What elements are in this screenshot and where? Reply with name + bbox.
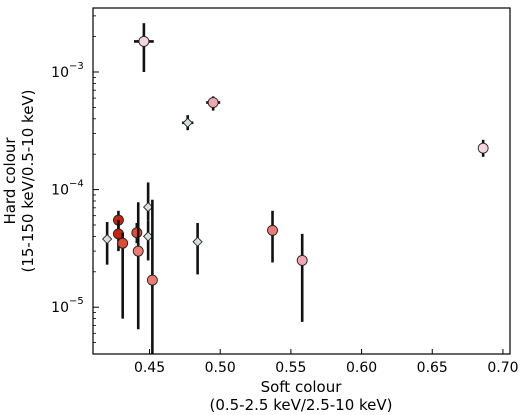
- data-point: [182, 115, 194, 131]
- y-tick-label: 10: [51, 183, 69, 199]
- circle-marker: [131, 227, 143, 239]
- circle-marker: [138, 35, 150, 47]
- x-axis-label-line-2: (0.5-2.5 keV/2.5-10 keV): [209, 396, 392, 414]
- data-point: [192, 222, 203, 275]
- data-point: [132, 202, 144, 330]
- circle-marker: [296, 254, 308, 266]
- x-tick-label: 0.55: [275, 360, 306, 376]
- x-tick-label: 0.45: [134, 360, 165, 376]
- circle-marker: [146, 274, 158, 286]
- y-tick-exponent: −5: [69, 296, 84, 307]
- y-tick-label: 10: [51, 300, 69, 316]
- data-point: [133, 23, 154, 72]
- circle-marker: [132, 245, 144, 257]
- x-tick-label: 0.50: [205, 360, 236, 376]
- diamond-marker: [182, 117, 193, 128]
- data-point: [267, 210, 278, 263]
- x-tick-label: 0.60: [346, 360, 377, 376]
- data-point: [142, 220, 154, 261]
- diamond-marker: [101, 233, 113, 245]
- circle-marker: [117, 237, 129, 249]
- y-axis-label-line-1: Hard colour: [1, 137, 19, 225]
- data-points: [101, 23, 489, 354]
- y-tick-exponent: −4: [69, 179, 84, 190]
- circle-marker: [477, 142, 489, 154]
- data-point: [131, 222, 143, 244]
- diamond-marker: [192, 236, 203, 247]
- x-axis-label-line-1: Soft colour: [261, 378, 343, 396]
- data-point: [101, 222, 113, 265]
- data-point: [146, 199, 158, 354]
- circle-marker: [267, 224, 278, 236]
- y-tick-label: 10: [51, 65, 69, 81]
- data-point: [206, 96, 221, 111]
- y-tick-exponent: −3: [69, 61, 84, 72]
- data-point: [477, 139, 489, 157]
- x-tick-label: 0.65: [417, 360, 448, 376]
- data-point: [296, 233, 308, 322]
- data-point: [117, 232, 129, 319]
- x-tick-label: 0.70: [487, 360, 518, 376]
- circle-marker: [207, 97, 219, 108]
- plot-frame: [92, 7, 511, 355]
- y-axis-label-line-2: (15-150 keV/0.5-10 keV): [19, 89, 37, 272]
